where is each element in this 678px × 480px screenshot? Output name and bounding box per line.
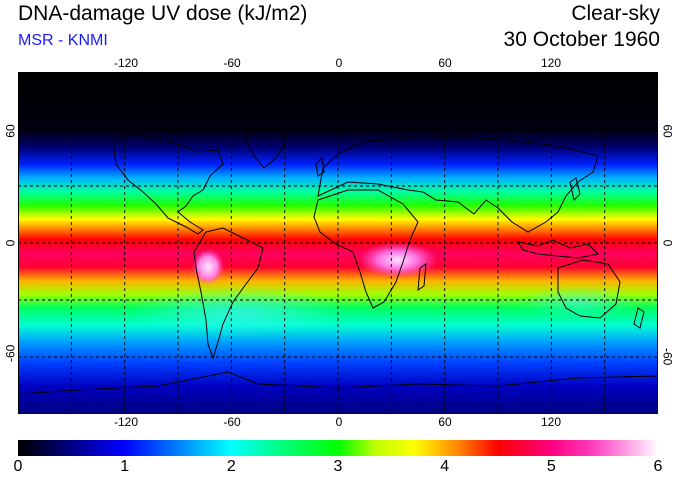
lon-tick-bottom: -60 [223, 415, 241, 429]
coastline-japan [569, 177, 581, 201]
lon-tick-bottom: 0 [335, 415, 343, 429]
colorbar-label: 6 [653, 458, 663, 475]
uv-field-region [128, 286, 348, 338]
lon-tick-top: 120 [540, 56, 562, 70]
colorbar-label: 2 [226, 458, 236, 475]
lon-tick-bottom: -120 [113, 415, 139, 429]
coastline-madagascar [417, 263, 427, 291]
coastline-australia [557, 259, 621, 319]
lat-tick-right: 60 [660, 111, 675, 151]
map-title: DNA-damage UV dose (kJ/m2) [18, 2, 308, 25]
coastline-south-america [193, 227, 264, 360]
sky-condition: Clear-sky [571, 2, 660, 25]
lon-tick-top: -120 [113, 56, 139, 70]
uv-field-region [518, 286, 638, 318]
lat-tick-right: -60 [660, 335, 675, 375]
lat-tick-left-label: -60 [3, 344, 18, 362]
lat-tick-right: 0 [660, 223, 675, 263]
lat-tick-right-label: -60 [660, 348, 675, 366]
lon-tick-top: 0 [335, 56, 343, 70]
coastlines [17, 127, 659, 395]
colorbar-label: 4 [440, 458, 450, 475]
coastline-uk [315, 156, 325, 177]
lon-tick-top: -60 [223, 56, 241, 70]
uv-hotspot-andes [192, 249, 224, 285]
map-date: 30 October 1960 [503, 28, 660, 51]
lat-tick-left-label: 0 [3, 239, 18, 247]
uv-dose-map-svg [17, 71, 659, 415]
lon-tick-top: 60 [438, 56, 452, 70]
coastline-indonesia [516, 239, 600, 259]
coastline-north-america [112, 133, 224, 235]
coastline-africa [313, 189, 419, 309]
lon-tick-bottom: 60 [438, 415, 452, 429]
colorbar-label: 1 [120, 458, 130, 475]
colorbar-label: 0 [13, 458, 23, 475]
uv-hotspot-africa [358, 242, 438, 278]
lat-tick-right-label: 0 [660, 239, 675, 247]
colorbar-label: 5 [546, 458, 556, 475]
lat-tick-left: -60 [4, 335, 18, 375]
lat-tick-left: 60 [4, 111, 18, 151]
lat-tick-left-label: 60 [3, 124, 18, 138]
map-source: MSR - KNMI [18, 32, 108, 49]
coastline-greenland [245, 127, 287, 169]
coastline-antarctica [17, 371, 659, 395]
colorbar-label: 3 [333, 458, 343, 475]
coastline-new-zealand [633, 307, 645, 329]
colorbar [18, 440, 658, 456]
coastline-eurasia [317, 135, 599, 233]
graticule [18, 72, 658, 414]
lat-tick-left: 0 [4, 223, 18, 263]
lat-tick-right-label: 60 [660, 124, 675, 138]
uv-dose-map [17, 71, 659, 415]
lon-tick-bottom: 120 [540, 415, 562, 429]
